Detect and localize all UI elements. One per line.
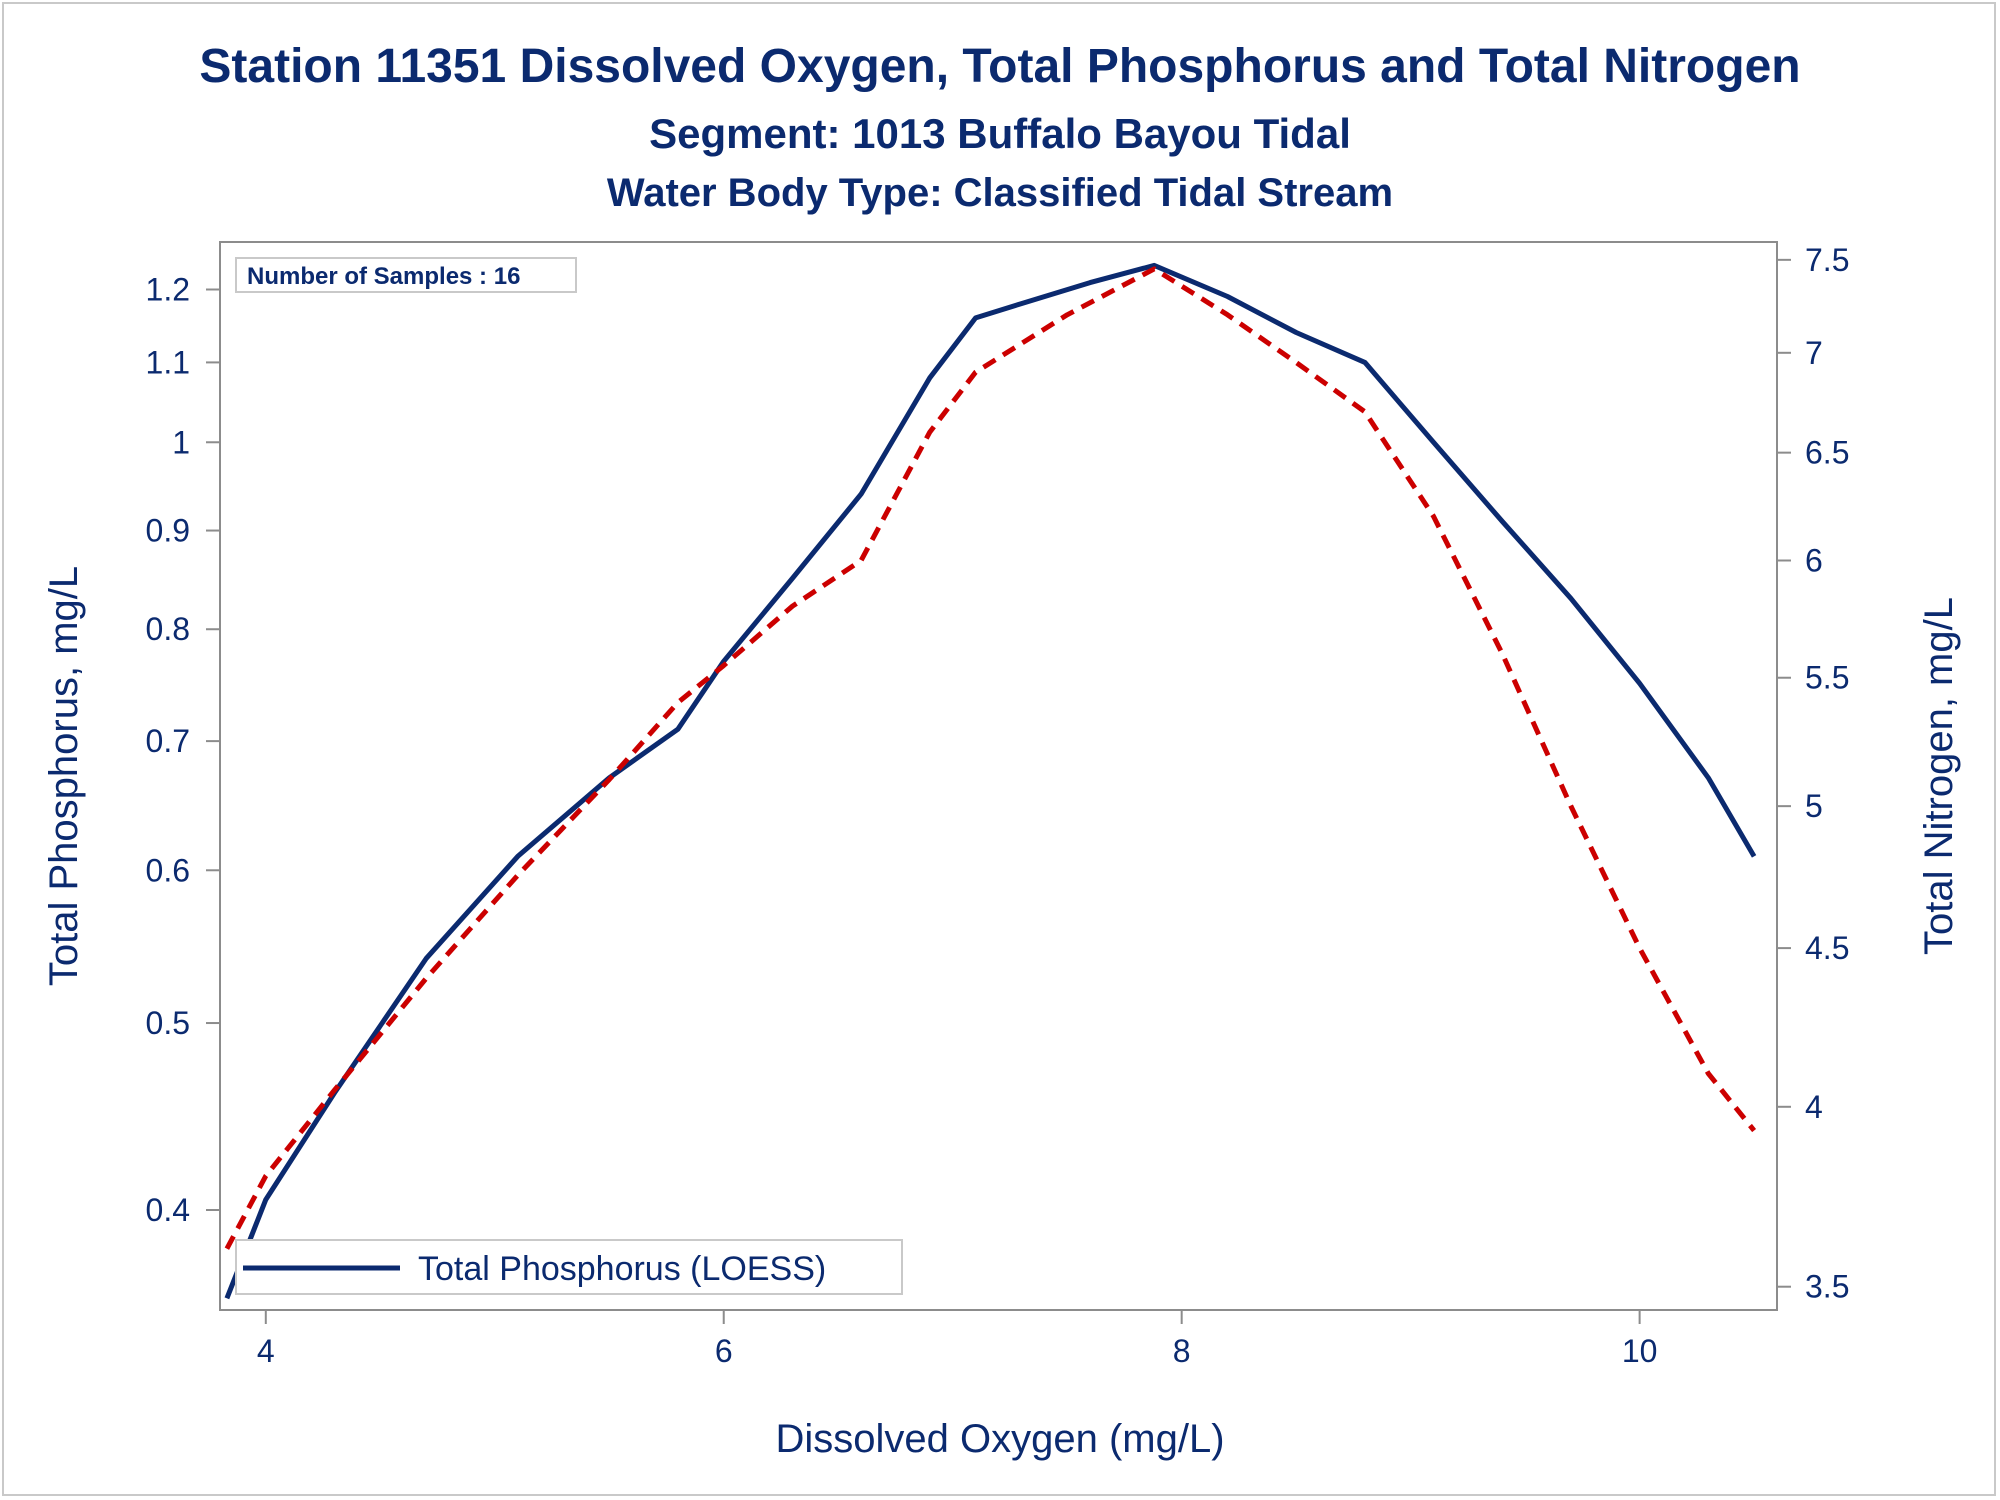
y2-tick-label-0: 3.5 (1805, 1269, 1849, 1305)
series-line-0 (224, 262, 1757, 1300)
y2-tick-label-6: 6.5 (1805, 435, 1849, 471)
chart-subtitle: Segment: 1013 Buffalo Bayou Tidal (649, 110, 1351, 157)
y-tick-label-6: 1 (172, 424, 190, 460)
y-tick-label-8: 1.2 (146, 272, 190, 308)
series-line-1 (224, 266, 1757, 1250)
y2-tick-label-1: 4 (1805, 1089, 1823, 1125)
chart-title: Station 11351 Dissolved Oxygen, Total Ph… (199, 40, 1800, 93)
x-tick-label-0: 4 (257, 1333, 275, 1369)
y2-tick-label-7: 7 (1805, 335, 1823, 371)
y-axis-left: 0.4 0.5 0.6 0.7 0.8 0.9 1 1.1 1.2 (146, 272, 220, 1228)
y2-tick-label-5: 6 (1805, 542, 1823, 578)
sample-count-text: Number of Samples : 16 (247, 263, 520, 290)
y2-tick-label-3: 5 (1805, 788, 1823, 824)
x-tick-label-2: 8 (1173, 1333, 1191, 1369)
chart-subtitle2: Water Body Type: Classified Tidal Stream (607, 171, 1393, 215)
x-tick-label-3: 10 (1622, 1333, 1658, 1369)
y-tick-label-7: 1.1 (146, 344, 190, 380)
y2-tick-label-2: 4.5 (1805, 930, 1849, 966)
plot-area (219, 241, 1778, 1311)
sample-count-inset: Number of Samples : 16 (235, 257, 577, 293)
y2-tick-label-4: 5.5 (1805, 660, 1849, 696)
y-tick-label-2: 0.6 (146, 852, 190, 888)
y-tick-label-0: 0.4 (146, 1192, 190, 1228)
legend-entry-label: Total Phosphorus (LOESS) (418, 1250, 826, 1288)
y-axis-right: 3.5 4 4.5 5 5.5 6 6.5 7 7.5 (1777, 242, 1849, 1305)
legend: Total Phosphorus (LOESS) (235, 1239, 903, 1295)
x-tick-label-1: 6 (715, 1333, 733, 1369)
x-axis-label: Dissolved Oxygen (mg/L) (775, 1417, 1224, 1461)
y-tick-label-1: 0.5 (146, 1005, 190, 1041)
y-tick-label-3: 0.7 (146, 723, 190, 759)
y-tick-label-5: 0.9 (146, 513, 190, 549)
y-tick-label-4: 0.8 (146, 611, 190, 647)
y2-tick-label-8: 7.5 (1805, 242, 1849, 278)
y2-axis-label: Total Nitrogen, mg/L (1917, 597, 1961, 955)
y-axis-label: Total Phosphorus, mg/L (42, 566, 86, 986)
x-axis: 4 6 8 10 (257, 1310, 1658, 1369)
